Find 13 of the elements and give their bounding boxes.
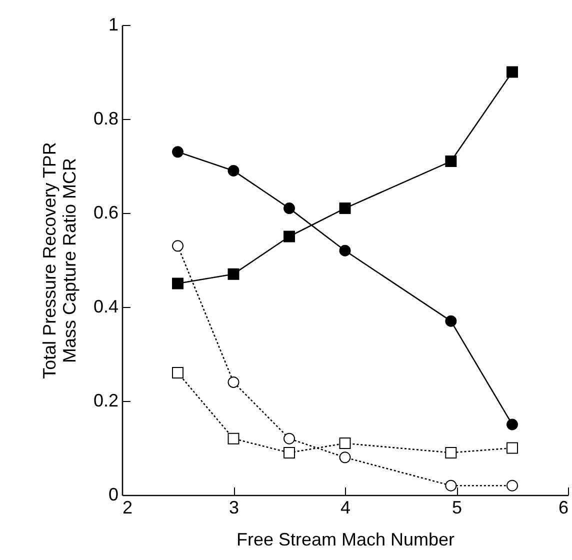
x-tick-label: 4 bbox=[340, 498, 351, 518]
y-tick-label: 0.2 bbox=[93, 390, 118, 410]
x-tick-label: 2 bbox=[122, 498, 133, 518]
x-tick-label: 6 bbox=[558, 498, 568, 518]
x-tick-label: 5 bbox=[452, 498, 462, 518]
y-tick-label: 1 bbox=[108, 14, 118, 34]
y-axis-title: Total Pressure Recovery TPR Mass Capture Ratio MCR bbox=[39, 142, 80, 379]
y-tick-label: 0.8 bbox=[93, 108, 118, 128]
y-tick-label: 0.4 bbox=[93, 296, 118, 316]
x-axis-title: Free Stream Mach Number bbox=[236, 530, 455, 550]
y-tick-label: 0.6 bbox=[93, 202, 118, 222]
y-tick-label: 0 bbox=[108, 484, 118, 504]
x-tick-label: 3 bbox=[228, 498, 240, 518]
